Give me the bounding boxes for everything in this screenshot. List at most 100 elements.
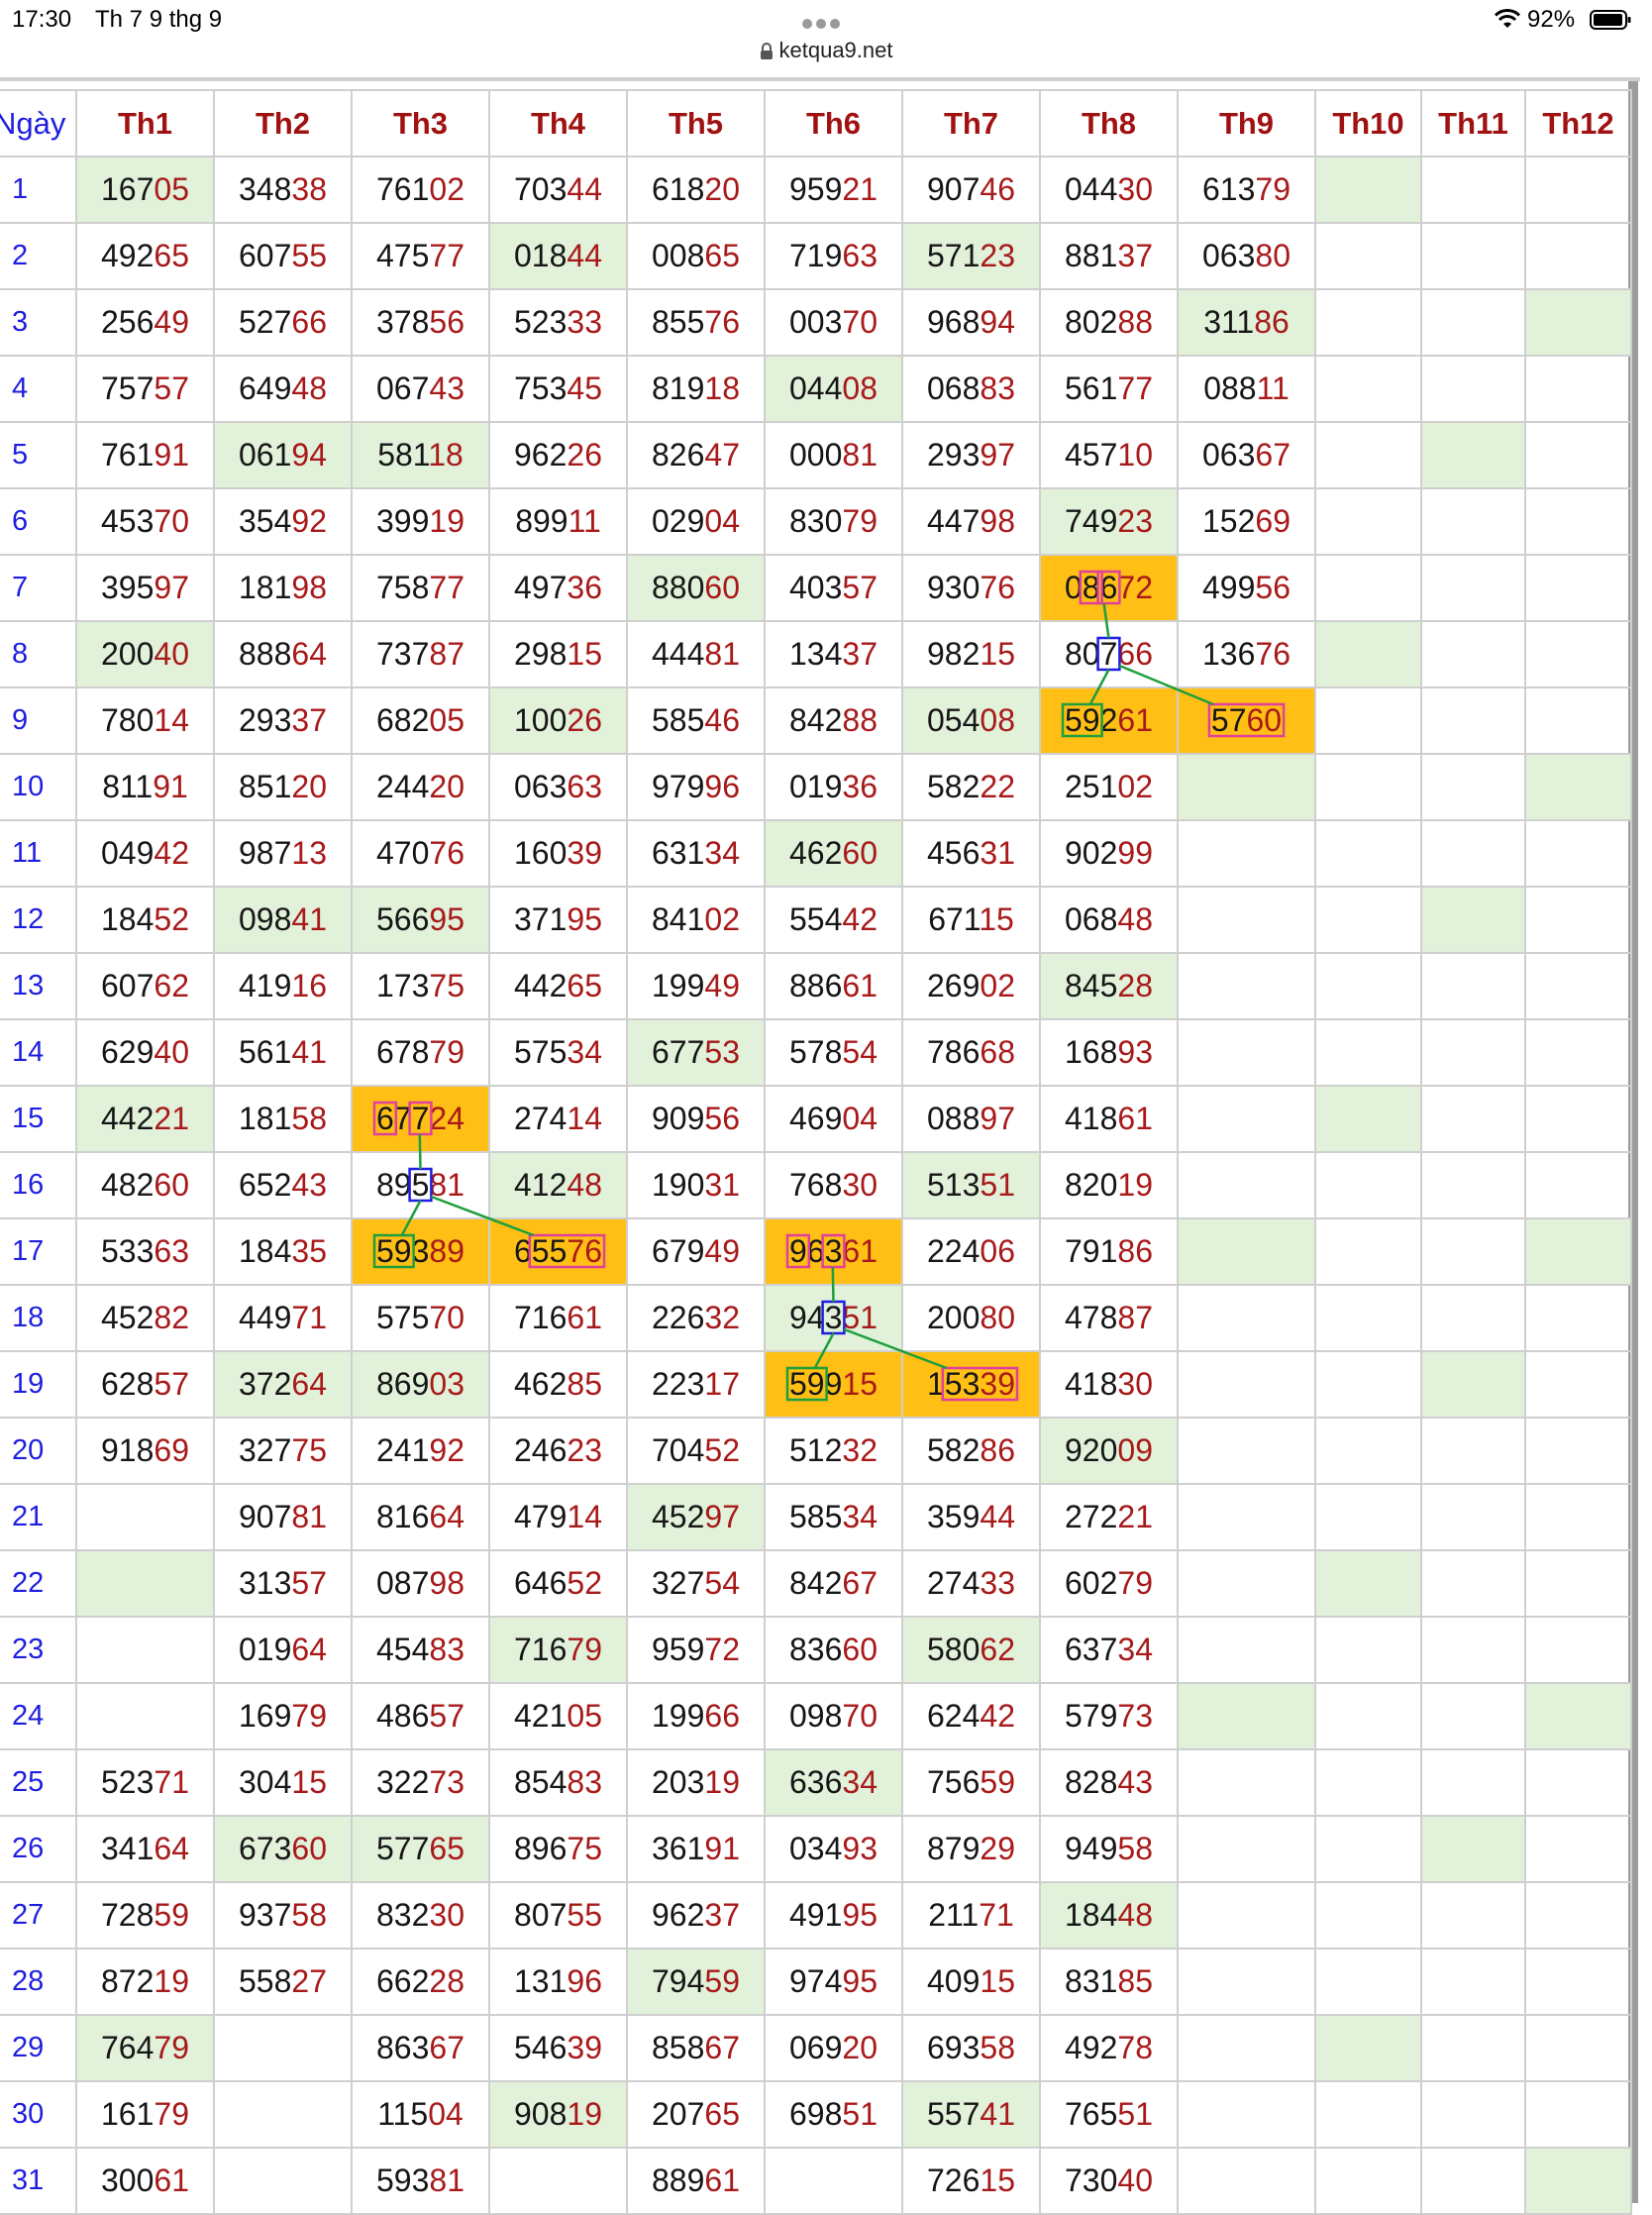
result-cell (1524, 886, 1632, 954)
result-value: 67115 (928, 901, 1014, 937)
result-value: 98713 (239, 835, 327, 871)
result-cell: 68205 (351, 686, 490, 755)
result-cell (1177, 952, 1316, 1020)
result-cell: 40357 (764, 554, 903, 622)
day-number[interactable]: 7 (0, 554, 77, 622)
result-cell: 98713 (213, 819, 353, 888)
result-cell (1524, 554, 1632, 622)
result-value: 58118 (377, 437, 464, 473)
result-cell: 85576 (626, 288, 766, 357)
result-cell: 70344 (488, 156, 628, 224)
day-number[interactable]: 8 (0, 620, 77, 688)
result-cell (1177, 2080, 1316, 2149)
result-value: 13437 (789, 636, 878, 672)
result-value: 55741 (927, 2096, 1015, 2132)
result-value: 83185 (1065, 1963, 1153, 1999)
result-value: 90781 (239, 1499, 327, 1534)
result-value: 59261 (1065, 702, 1153, 738)
result-value: 71661 (514, 1300, 602, 1335)
day-number[interactable]: 17 (0, 1217, 77, 1286)
day-number[interactable]: 9 (0, 686, 77, 755)
result-cell: 01964 (213, 1616, 353, 1684)
result-value: 72859 (101, 1897, 189, 1933)
day-number[interactable]: 10 (0, 753, 77, 821)
result-value: 32754 (652, 1565, 740, 1601)
day-number[interactable]: 24 (0, 1682, 77, 1750)
result-value: 96894 (927, 304, 1015, 340)
result-value: 92009 (1065, 1432, 1153, 1468)
day-number[interactable]: 21 (0, 1483, 77, 1551)
result-cell: 84528 (1039, 952, 1179, 1020)
day-number[interactable]: 14 (0, 1018, 77, 1087)
result-value: 00865 (652, 238, 740, 273)
url-text[interactable]: ketqua9.net (778, 38, 893, 62)
day-number[interactable]: 5 (0, 421, 77, 489)
result-cell: 10026 (488, 686, 628, 755)
result-cell: 90956 (626, 1085, 766, 1153)
day-number[interactable]: 16 (0, 1151, 77, 1219)
result-cell (1314, 355, 1422, 423)
day-number[interactable]: 30 (0, 2080, 77, 2149)
result-value: 57570 (376, 1300, 465, 1335)
lottery-results-table: Ngày Th1 Th2 Th3 Th4 Th5 Th6 Th7 Th8 Th9 Th10 Th11 T… (0, 89, 1632, 2215)
result-value: 06367 (1202, 437, 1291, 473)
day-number[interactable]: 1 (0, 156, 77, 224)
result-cell: 22406 (901, 1217, 1041, 1286)
result-value: 81191 (102, 769, 188, 804)
result-value: 19966 (652, 1698, 740, 1734)
result-value: 79459 (652, 1963, 740, 1999)
day-number[interactable]: 28 (0, 1948, 77, 2016)
day-number[interactable]: 13 (0, 952, 77, 1020)
day-number[interactable]: 11 (0, 819, 77, 888)
result-cell (1420, 1948, 1526, 2016)
result-cell (1420, 1549, 1526, 1618)
table-row: 1 16705 34838 76102 70344 61820 95921 90746 0443… (0, 156, 1632, 224)
result-cell: 58286 (901, 1417, 1041, 1485)
result-value: 60279 (1065, 1565, 1153, 1601)
more-dots-icon[interactable] (802, 8, 850, 29)
result-value: 15339 (927, 1366, 1015, 1402)
day-number[interactable]: 3 (0, 288, 77, 357)
day-number[interactable]: 18 (0, 1284, 77, 1352)
day-number[interactable]: 4 (0, 355, 77, 423)
result-value: 83660 (789, 1632, 878, 1667)
day-number[interactable]: 27 (0, 1881, 77, 1950)
result-cell: 06848 (1039, 886, 1179, 954)
day-number[interactable]: 6 (0, 487, 77, 556)
page-scrollbar[interactable] (1628, 81, 1638, 2203)
result-cell: 63634 (764, 1748, 903, 1817)
day-number[interactable]: 22 (0, 1549, 77, 1618)
result-cell (1314, 1217, 1422, 1286)
result-value: 16705 (101, 171, 189, 207)
day-number[interactable]: 15 (0, 1085, 77, 1153)
day-number[interactable]: 19 (0, 1350, 77, 1419)
day-number[interactable]: 2 (0, 222, 77, 290)
table-row: 18 45282 44971 57570 71661 22632 94351 20080 478… (0, 1284, 1632, 1352)
day-number[interactable]: 31 (0, 2147, 77, 2215)
day-number[interactable]: 23 (0, 1616, 77, 1684)
result-value: 44481 (652, 636, 740, 672)
result-cell (1314, 2080, 1422, 2149)
day-number[interactable]: 26 (0, 1815, 77, 1883)
day-number[interactable]: 20 (0, 1417, 77, 1485)
result-cell: 61379 (1177, 156, 1316, 224)
table-row: 20 91869 32775 24192 24623 70452 51232 58286 920… (0, 1417, 1632, 1485)
result-value: 56177 (1065, 370, 1153, 406)
result-cell (1314, 819, 1422, 888)
result-cell (1177, 753, 1316, 821)
result-cell (1314, 1549, 1422, 1618)
day-number[interactable]: 12 (0, 886, 77, 954)
result-cell: 08672 (1039, 554, 1179, 622)
day-number[interactable]: 29 (0, 2014, 77, 2082)
result-cell: 56177 (1039, 355, 1179, 423)
result-cell: 89581 (351, 1151, 490, 1219)
url-bar[interactable]: ketqua9.net (0, 38, 1652, 73)
result-value: 16039 (514, 835, 602, 871)
result-cell: 81664 (351, 1483, 490, 1551)
result-cell: 82843 (1039, 1748, 1179, 1817)
result-cell: 51232 (764, 1417, 903, 1485)
day-number[interactable]: 25 (0, 1748, 77, 1817)
result-value: 83230 (376, 1897, 465, 1933)
result-cell (1177, 1682, 1316, 1750)
result-cell: 45710 (1039, 421, 1179, 489)
